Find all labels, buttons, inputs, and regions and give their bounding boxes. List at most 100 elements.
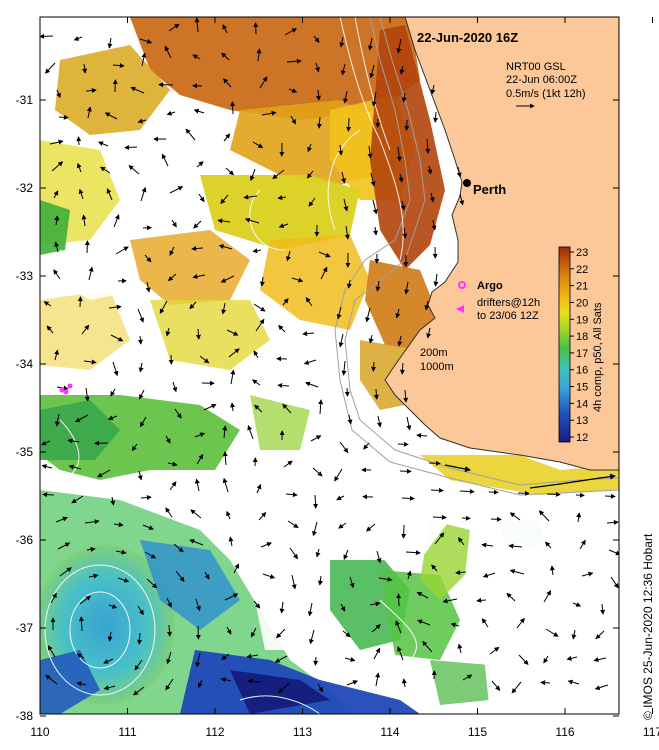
current-arrow: [199, 355, 210, 364]
current-arrow: [107, 37, 113, 49]
current-arrow: [316, 116, 322, 129]
current-arrow: [54, 241, 60, 253]
current-arrow: [254, 404, 263, 413]
argo-cluster-marker: [63, 389, 69, 395]
current-arrow: [145, 281, 151, 293]
current-arrow: [481, 618, 489, 628]
current-arrow: [489, 646, 500, 655]
current-arrow: [462, 674, 473, 681]
current-arrow: [68, 464, 82, 470]
current-arrow: [442, 598, 458, 604]
contour-label-1000m: 1000m: [420, 361, 454, 373]
colorbar-tick-label: 18: [576, 331, 588, 343]
current-arrow: [508, 543, 523, 549]
current-arrow: [343, 198, 349, 212]
current-arrow: [112, 361, 119, 377]
current-arrow: [71, 495, 84, 504]
current-arrow: [79, 595, 91, 605]
current-arrow: [404, 281, 410, 295]
argo-float-marker: [458, 281, 466, 289]
current-arrow: [195, 598, 201, 612]
current-arrow: [397, 441, 409, 447]
current-arrow: [84, 240, 90, 254]
current-arrow: [140, 495, 152, 501]
colorbar-title: 4h comp, p50, All Sats: [592, 302, 604, 412]
x-tick-label: 114: [380, 725, 399, 739]
current-arrow: [249, 168, 256, 182]
current-arrow: [373, 647, 381, 660]
current-arrow: [431, 219, 437, 231]
current-arrow: [604, 493, 616, 499]
scale-label: 0.5m/s (1kt 12h): [506, 88, 585, 100]
current-arrow: [139, 38, 153, 44]
current-arrow: [433, 111, 439, 123]
current-arrow: [41, 464, 53, 469]
colorbar: 23 22 21 20 19 18 17 16 15 14 13 12 4h comp, p50, A…: [558, 246, 604, 444]
current-arrow: [278, 682, 290, 694]
current-arrow: [195, 328, 201, 340]
current-arrow: [399, 468, 412, 474]
current-arrow: [422, 640, 433, 653]
current-arrow: [315, 62, 320, 73]
current-arrow: [56, 89, 61, 99]
current-arrow: [44, 62, 56, 74]
current-arrow: [130, 86, 145, 94]
current-arrow: [373, 226, 379, 236]
current-arrow: [511, 681, 522, 694]
x-tick-label: 111: [118, 725, 137, 739]
current-arrow: [108, 603, 118, 609]
current-arrow: [278, 223, 289, 228]
plot-frame: [39, 16, 620, 715]
current-arrow: [166, 597, 172, 608]
current-arrow: [223, 78, 232, 88]
current-arrow: [191, 246, 204, 252]
current-arrow: [491, 680, 501, 691]
current-arrow: [285, 492, 298, 498]
current-arrow: [313, 656, 319, 666]
current-arrow: [166, 110, 176, 116]
x-tick-label: 113: [293, 725, 312, 739]
current-arrow: [218, 244, 233, 250]
current-arrow: [77, 296, 83, 308]
current-arrow: [138, 362, 144, 373]
current-arrow: [593, 657, 607, 663]
colorbar-tick-label: 15: [576, 382, 588, 394]
current-arrow: [252, 141, 264, 149]
current-arrow: [306, 170, 314, 179]
current-arrow: [144, 551, 157, 559]
current-arrow: [169, 186, 184, 194]
y-tick-label: -31: [16, 93, 34, 107]
colorbar-tick-label: 14: [576, 398, 588, 410]
current-arrow: [343, 549, 349, 560]
y-axis: -31 -32 -33 -34 -35 -36 -37 -38: [16, 93, 619, 723]
current-arrow: [195, 652, 201, 668]
current-arrow: [317, 683, 324, 693]
current-arrow: [253, 303, 266, 312]
current-arrow: [85, 87, 97, 93]
current-arrow: [223, 133, 231, 142]
current-arrow: [224, 593, 239, 601]
current-arrow: [41, 440, 51, 446]
current-arrow: [76, 681, 87, 687]
current-arrow: [86, 106, 92, 119]
current-arrow: [432, 514, 447, 520]
current-arrow: [428, 460, 441, 466]
current-arrow: [571, 629, 577, 640]
current-arrow: [139, 416, 147, 428]
current-arrow: [416, 432, 428, 438]
current-arrow: [610, 576, 619, 589]
x-tick-label: 112: [205, 725, 224, 739]
current-arrow: [310, 435, 322, 442]
current-arrow: [55, 516, 68, 523]
current-arrow: [405, 550, 421, 556]
current-arrow: [305, 381, 319, 388]
current-arrow: [169, 246, 175, 256]
credit-text: © IMOS 25-Jun-2020 12:36 Hobart: [641, 533, 655, 720]
current-arrow: [226, 626, 232, 635]
y-tick-label: -38: [16, 709, 34, 723]
current-arrow: [225, 167, 235, 176]
current-arrow: [288, 88, 298, 93]
current-arrow: [144, 254, 152, 263]
y-tick-label: -36: [16, 533, 34, 547]
current-arrow: [372, 199, 378, 215]
